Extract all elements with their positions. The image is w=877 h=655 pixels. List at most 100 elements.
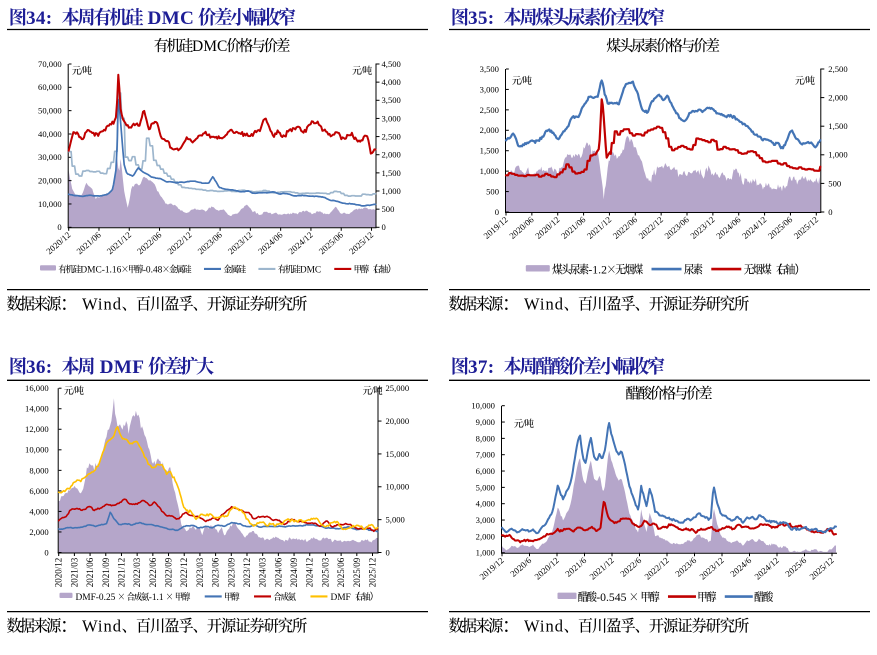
svg-text:30,000: 30,000	[38, 152, 62, 162]
svg-text:35:: 35:	[468, 8, 505, 29]
svg-text:2024/03: 2024/03	[258, 557, 268, 587]
svg-text:3,000: 3,000	[480, 84, 499, 94]
svg-text:）: ）	[795, 263, 807, 277]
svg-text:DMF（: DMF（	[330, 592, 360, 603]
svg-text:Wind: Wind	[524, 295, 564, 314]
svg-text:2,000: 2,000	[382, 150, 401, 160]
svg-text:1,000: 1,000	[382, 186, 401, 196]
svg-text:2023/12: 2023/12	[242, 558, 252, 588]
svg-text:5,000: 5,000	[476, 482, 495, 492]
svg-text:Wind: Wind	[524, 617, 564, 636]
svg-text:3,000: 3,000	[476, 515, 495, 525]
svg-text:2025/06: 2025/06	[336, 557, 346, 587]
svg-text:2021/06: 2021/06	[85, 557, 95, 587]
svg-text:2,500: 2,500	[480, 105, 499, 115]
svg-text:4,500: 4,500	[382, 59, 401, 69]
svg-text:2,500: 2,500	[382, 131, 401, 141]
svg-text:500: 500	[382, 204, 395, 214]
svg-text:0: 0	[495, 207, 499, 217]
svg-text:20,000: 20,000	[386, 416, 410, 426]
svg-text:5,000: 5,000	[386, 515, 405, 525]
svg-text:：: ：	[502, 295, 519, 314]
svg-text:-1.1: -1.1	[149, 593, 166, 603]
svg-text:1,500: 1,500	[382, 168, 401, 178]
svg-text:6,000: 6,000	[29, 486, 48, 496]
svg-text:4,000: 4,000	[476, 499, 495, 509]
svg-text:0: 0	[44, 547, 48, 557]
svg-text:2024/06: 2024/06	[273, 557, 283, 587]
svg-text:/: /	[804, 76, 807, 87]
svg-text:2025/03: 2025/03	[320, 557, 330, 587]
svg-text:Wind: Wind	[82, 617, 122, 636]
svg-text:2,000: 2,000	[480, 125, 499, 135]
svg-text:2,000: 2,000	[29, 527, 48, 537]
svg-text:12,000: 12,000	[25, 424, 49, 434]
svg-text:-1.2: -1.2	[588, 264, 607, 277]
svg-text:8,000: 8,000	[29, 465, 48, 475]
svg-text:DMC: DMC	[192, 38, 227, 55]
svg-text:2021/09: 2021/09	[101, 557, 111, 587]
svg-text:10,000: 10,000	[25, 445, 49, 455]
svg-text:34:: 34:	[26, 8, 63, 29]
svg-text:：: ：	[502, 617, 519, 636]
svg-text:2024/09: 2024/09	[289, 557, 299, 587]
svg-text:2022/03: 2022/03	[132, 557, 142, 587]
svg-text:36:: 36:	[26, 357, 63, 378]
svg-text:2021/12: 2021/12	[116, 558, 126, 588]
svg-text:2023/09: 2023/09	[226, 557, 236, 587]
svg-text:50,000: 50,000	[38, 106, 62, 116]
svg-text:2022/12: 2022/12	[179, 558, 189, 588]
svg-text:10,000: 10,000	[38, 199, 62, 209]
svg-text:DMC-1.16: DMC-1.16	[80, 266, 121, 276]
svg-text:0: 0	[828, 207, 832, 217]
svg-text:37:: 37:	[468, 357, 505, 378]
svg-text:70,000: 70,000	[38, 59, 62, 69]
svg-text:2,000: 2,000	[828, 93, 847, 103]
svg-text:DMC: DMC	[300, 266, 321, 276]
svg-text:Wind: Wind	[82, 295, 122, 314]
svg-text:500: 500	[486, 186, 499, 196]
svg-text:15,000: 15,000	[386, 449, 410, 459]
svg-text:2022/06: 2022/06	[148, 557, 158, 587]
svg-text:2023/06: 2023/06	[211, 557, 221, 587]
svg-text:20,000: 20,000	[38, 176, 62, 186]
svg-text:：: ：	[60, 295, 77, 314]
svg-text:40,000: 40,000	[38, 129, 62, 139]
svg-text:1,000: 1,000	[828, 150, 847, 160]
svg-text:）: ）	[370, 592, 379, 603]
svg-text:2023/03: 2023/03	[195, 557, 205, 587]
svg-text:1,500: 1,500	[480, 146, 499, 156]
svg-text:/: /	[371, 386, 374, 397]
svg-text:6,000: 6,000	[476, 466, 495, 476]
svg-text:（: （	[369, 265, 378, 276]
svg-text:4,000: 4,000	[382, 77, 401, 87]
svg-text:1,000: 1,000	[480, 166, 499, 176]
svg-text:DMC: DMC	[142, 8, 199, 29]
svg-text:0: 0	[386, 547, 390, 557]
svg-text:7,000: 7,000	[476, 450, 495, 460]
svg-text:/: /	[521, 76, 524, 87]
svg-text:/: /	[73, 386, 76, 397]
svg-text:2021/03: 2021/03	[69, 557, 79, 587]
svg-text:2,500: 2,500	[828, 64, 847, 74]
svg-text:4,000: 4,000	[29, 506, 48, 516]
svg-text:10,000: 10,000	[386, 482, 410, 492]
svg-text:3,500: 3,500	[382, 95, 401, 105]
svg-text:2025/12: 2025/12	[368, 558, 378, 588]
svg-text:16,000: 16,000	[25, 383, 49, 393]
svg-text:）: ）	[388, 265, 397, 276]
svg-text:3,000: 3,000	[382, 113, 401, 123]
svg-text:0: 0	[57, 222, 61, 232]
svg-text:1,500: 1,500	[828, 121, 847, 131]
svg-text:3,500: 3,500	[480, 64, 499, 74]
svg-text:2024/12: 2024/12	[305, 558, 315, 588]
svg-text:-0.545: -0.545	[596, 591, 629, 604]
svg-text:-0.48: -0.48	[143, 266, 163, 276]
svg-text:DMF-0.25: DMF-0.25	[75, 593, 117, 603]
svg-text:500: 500	[828, 178, 841, 188]
svg-text:/: /	[523, 419, 526, 430]
svg-text:2025/09: 2025/09	[352, 557, 362, 587]
svg-text:DMF: DMF	[95, 357, 149, 378]
svg-text:2020/12: 2020/12	[54, 558, 64, 588]
svg-text:2022/09: 2022/09	[164, 557, 174, 587]
